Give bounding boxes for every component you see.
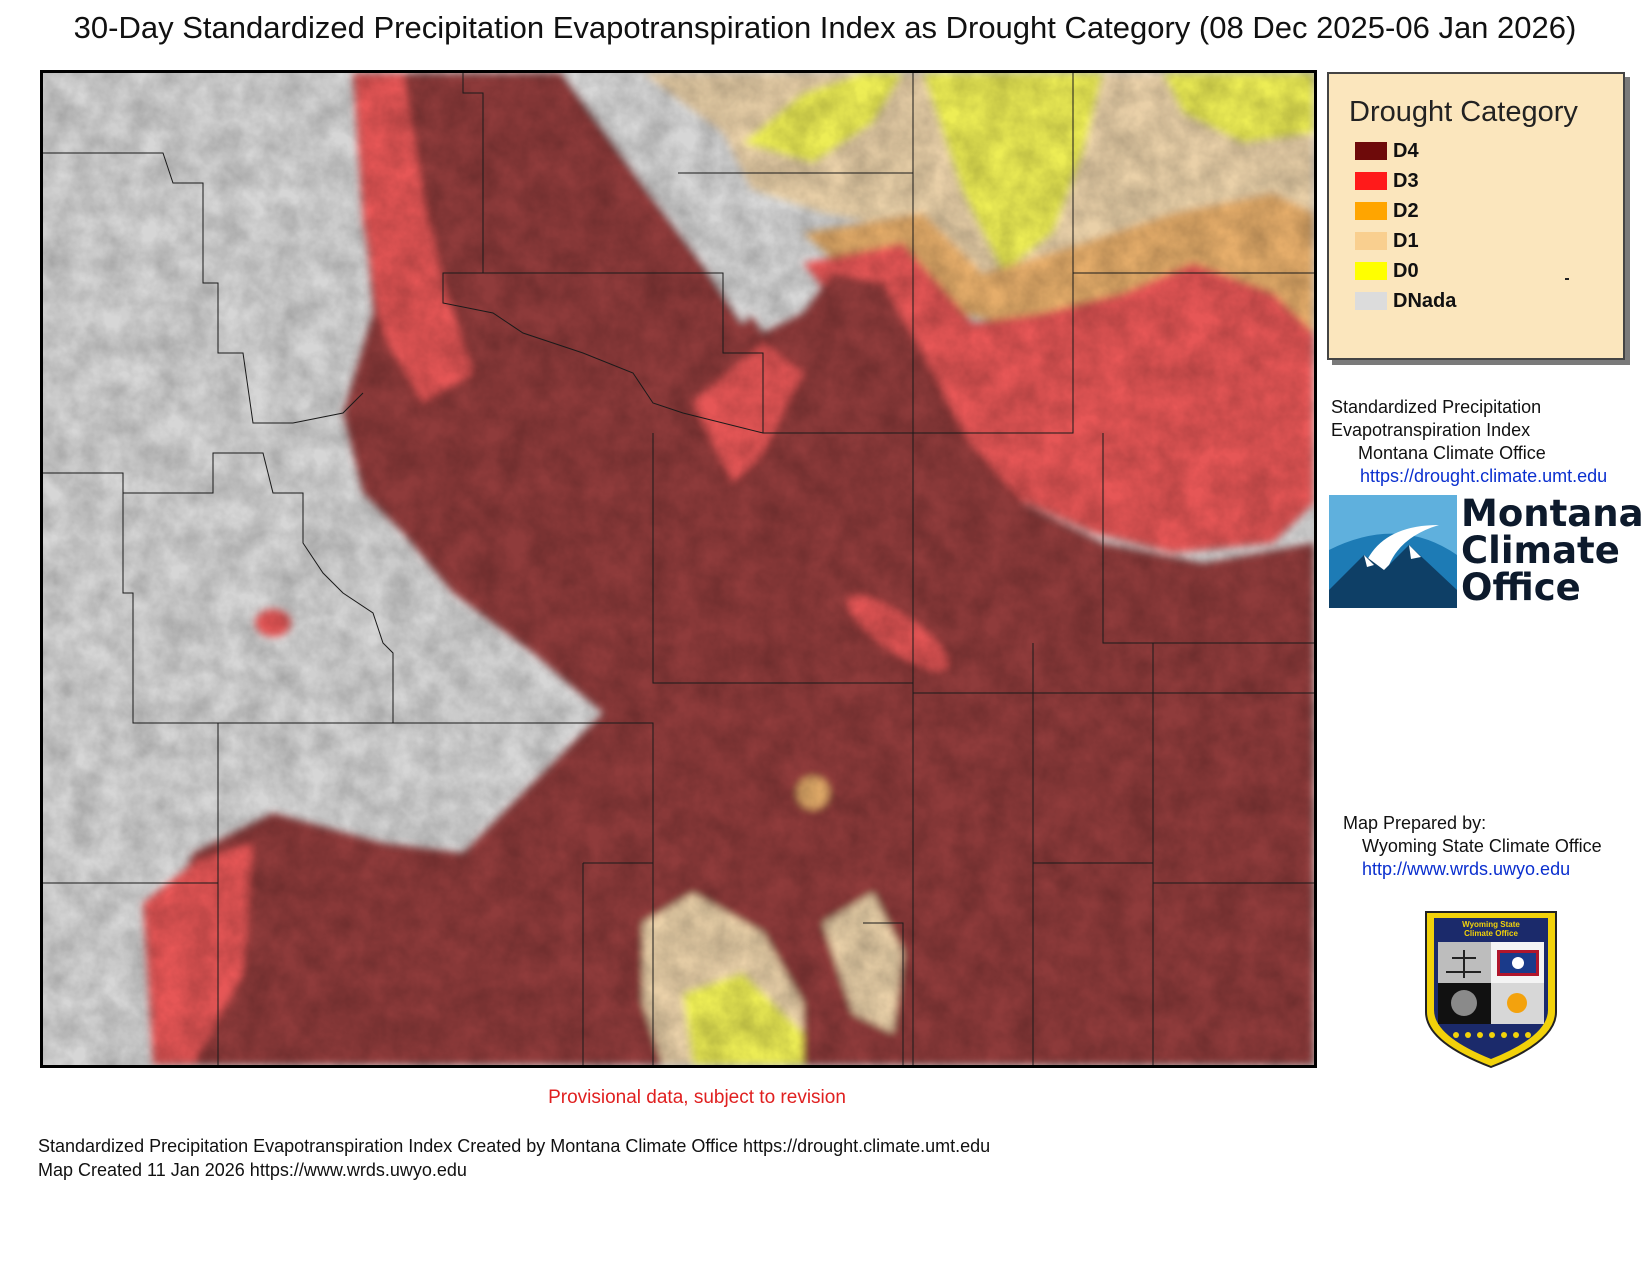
wsco-logo-text: Wyoming State Climate Office [1416,920,1566,938]
legend-panel: Drought Category D4 D3 D2 D1 D0 DNada [1327,72,1625,360]
wsco-logo-line2: Climate Office [1464,929,1518,938]
wsco-logo-line1: Wyoming State [1462,920,1520,929]
legend-label-d3: D3 [1393,170,1419,192]
legend-swatch-d0 [1355,262,1387,280]
footer-line2: Map Created 11 Jan 2026 https://www.wrds… [38,1160,467,1180]
county-boundaries [43,73,1314,1065]
legend-mark [1565,278,1569,280]
prepared-by-org: Wyoming State Climate Office [1362,836,1602,856]
footer: Standardized Precipitation Evapotranspir… [38,1134,990,1182]
prepared-by-link[interactable]: http://www.wrds.uwyo.edu [1362,859,1571,879]
legend-swatch-d2 [1355,202,1387,220]
legend-swatch-dnada [1355,292,1387,310]
legend-label-d0: D0 [1393,260,1419,282]
mco-logo-line1: Montana [1461,492,1644,535]
legend-swatch-d4 [1355,142,1387,160]
footer-line1: Standardized Precipitation Evapotranspir… [38,1136,991,1156]
drought-map[interactable] [40,70,1317,1068]
terrain-relief [43,73,1314,1065]
mco-logo-line3: Office [1461,566,1581,609]
mco-logo-text: Montana Climate Office [1461,495,1644,606]
wyoming-climate-office-logo: Wyoming State Climate Office [1416,902,1566,1072]
legend-label-d1: D1 [1393,230,1419,252]
source-line3: Montana Climate Office [1358,443,1546,463]
source-link[interactable]: https://drought.climate.umt.edu [1360,466,1608,486]
mco-logo-line2: Climate [1461,529,1620,572]
legend-swatch-d3 [1355,172,1387,190]
legend-title: Drought Category [1349,96,1578,128]
provisional-notice: Provisional data, subject to revision [548,1087,846,1108]
prepared-by-label: Map Prepared by: [1343,813,1487,833]
legend-label-d4: D4 [1393,140,1419,162]
drought-map-canvas [43,73,1314,1065]
legend-swatch-d1 [1355,232,1387,250]
source-line2: Evapotranspiration Index [1331,420,1531,440]
source-line1: Standardized Precipitation [1331,397,1542,417]
montana-climate-office-logo: Montana Climate Office [1329,495,1644,608]
wsco-shield-icon [1425,911,1557,1069]
mountain-wave-icon [1329,495,1457,608]
map-title: 30-Day Standardized Precipitation Evapot… [73,10,1577,45]
source-info: Standardized Precipitation Evapotranspir… [1331,396,1607,488]
legend-label-d2: D2 [1393,200,1419,222]
legend-label-dnada: DNada [1393,290,1457,312]
prepared-by: Map Prepared by: Wyoming State Climate O… [1343,812,1602,881]
